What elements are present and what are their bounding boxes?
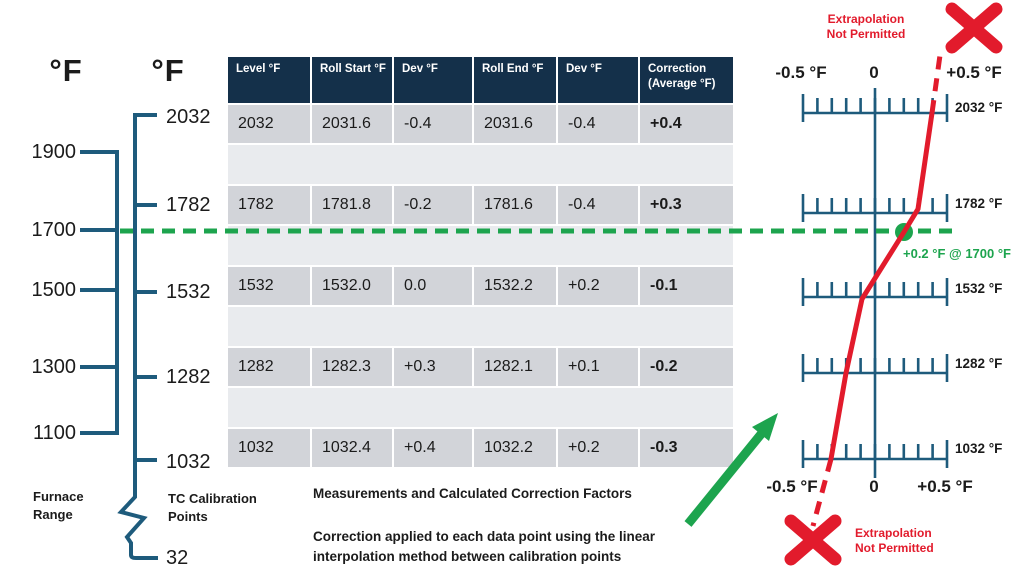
furnace-tick-label: 1900: [31, 141, 77, 163]
calibration-table: Level °F Roll Start °F Dev °F Roll End °…: [228, 57, 735, 467]
tc-tick-label: 1782: [166, 194, 211, 216]
table-spacer-row: [228, 388, 733, 427]
table-spacer-row: [228, 307, 733, 346]
table-cell: 1532: [228, 267, 310, 305]
furnace-scale-unit: °F: [49, 53, 83, 88]
table-cell-correction: +0.4: [640, 105, 733, 143]
table-cell: +0.1: [558, 348, 638, 386]
deviation-chart: [801, 88, 949, 478]
interpolated-point-marker: [895, 223, 913, 241]
furnace-range-caption: Furnace Range: [33, 489, 84, 522]
table-caption: Measurements and Calculated Correction F…: [313, 486, 632, 501]
furnace-tick-label: 1100: [32, 422, 76, 444]
chart-top-axis-zero: 0: [869, 63, 879, 82]
ruler-1032: [801, 438, 949, 470]
ruler-label: 2032 °F: [955, 100, 1003, 115]
red-x-icon-top: [952, 9, 996, 47]
ruler-1782: [801, 192, 949, 224]
interpolation-note: Correction applied to each data point us…: [313, 529, 656, 565]
table-cell: -0.2: [394, 186, 472, 224]
table-cell: +0.2: [558, 429, 638, 467]
table-cell-correction: -0.1: [640, 267, 733, 305]
tc-tick-label: 1532: [166, 281, 211, 303]
table-spacer-row: [228, 145, 733, 184]
table-cell: 0.0: [394, 267, 472, 305]
table-cell: -0.4: [558, 105, 638, 143]
table-cell: -0.4: [394, 105, 472, 143]
ruler-2032: [801, 92, 949, 124]
table-cell-correction: -0.2: [640, 348, 733, 386]
table-header-correction: Correction (Average °F): [640, 57, 733, 103]
furnace-tick-label: 1700: [31, 219, 77, 241]
table-header-roll-end: Roll End °F: [474, 57, 556, 103]
table-spacer-row: [228, 226, 733, 265]
table-cell: +0.3: [394, 348, 472, 386]
furnace-tick-label: 1500: [31, 279, 77, 301]
table-header-roll-start: Roll Start °F: [312, 57, 392, 103]
table-cell: 1781.8: [312, 186, 392, 224]
table-cell: 1032.4: [312, 429, 392, 467]
chart-bottom-axis-zero: 0: [869, 477, 879, 496]
table-cell-correction: -0.3: [640, 429, 733, 467]
table-cell: 1282.3: [312, 348, 392, 386]
correction-curve-solid: [828, 112, 935, 460]
tc-tick-label: 1282: [166, 366, 211, 388]
chart-top-axis-min: -0.5 °F: [775, 63, 827, 82]
extrapolation-warning-bottom: Extrapolation Not Permitted: [855, 526, 934, 555]
table-cell: 2031.6: [312, 105, 392, 143]
table-cell: 1532.0: [312, 267, 392, 305]
table-header-dev-end: Dev °F: [558, 57, 638, 103]
tc-tick-label: 1032: [166, 451, 211, 473]
table-cell: 1282: [228, 348, 310, 386]
table-header-level: Level °F: [228, 57, 310, 103]
furnace-tick-label: 1300: [31, 356, 77, 378]
chart-bottom-axis-min: -0.5 °F: [766, 477, 818, 496]
table-cell: +0.2: [558, 267, 638, 305]
table-cell: 2032: [228, 105, 310, 143]
table-cell: +0.4: [394, 429, 472, 467]
tc-bottom-tick-label: 32: [166, 547, 189, 569]
correction-curve-dashed-top: [929, 47, 944, 114]
interpolated-point-label: +0.2 °F @ 1700 °F: [903, 246, 1011, 261]
tc-calibration-caption: TC Calibration Points: [168, 491, 257, 524]
red-x-icon-bottom: [791, 521, 835, 559]
tc-tick-label: 2032: [166, 106, 211, 128]
correction-curve: [810, 47, 944, 527]
furnace-range-scale: [80, 150, 119, 435]
ruler-label: 1532 °F: [955, 281, 1003, 296]
table-header-dev-start: Dev °F: [394, 57, 472, 103]
table-cell: 1282.1: [474, 348, 556, 386]
ruler-label: 1032 °F: [955, 441, 1003, 456]
ruler-1532: [801, 276, 949, 308]
ruler-label: 1282 °F: [955, 356, 1003, 371]
table-cell: 1032: [228, 429, 310, 467]
scale-break: [117, 113, 158, 560]
extrapolation-warning-top: Extrapolation Not Permitted: [826, 12, 906, 41]
ruler-label: 1782 °F: [955, 196, 1003, 211]
ruler-1282: [801, 352, 949, 384]
table-cell: -0.4: [558, 186, 638, 224]
tc-calibration-scale: [117, 113, 158, 560]
table-cell-correction: +0.3: [640, 186, 733, 224]
table-cell: 1782: [228, 186, 310, 224]
tc-scale-unit: °F: [151, 53, 185, 88]
chart-top-axis-max: +0.5 °F: [946, 63, 1002, 82]
table-cell: 1032.2: [474, 429, 556, 467]
table-cell: 1532.2: [474, 267, 556, 305]
table-cell: 1781.6: [474, 186, 556, 224]
chart-bottom-axis-max: +0.5 °F: [917, 477, 973, 496]
table-cell: 2031.6: [474, 105, 556, 143]
